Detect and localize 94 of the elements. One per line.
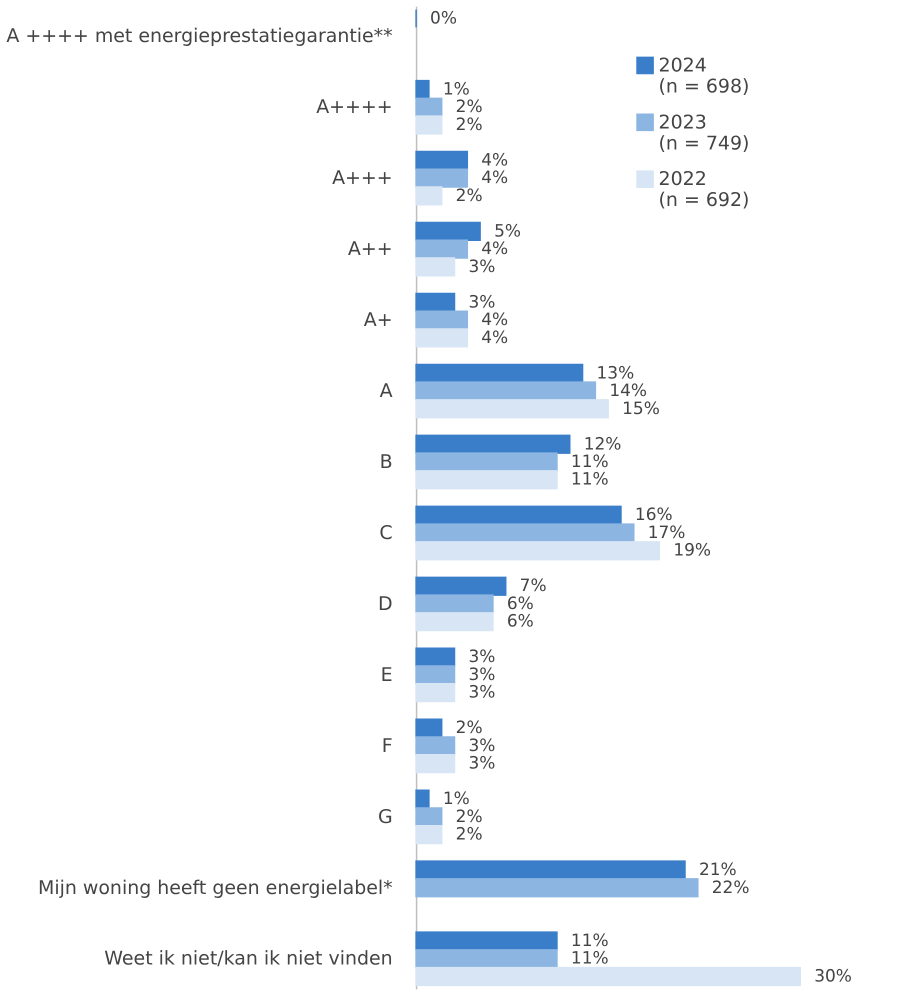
data-label: 12% <box>584 433 622 454</box>
bar <box>415 115 442 135</box>
bar <box>415 612 494 632</box>
legend-label: 2022 (n = 692) <box>658 168 750 212</box>
y-tick-label: A <box>380 380 393 402</box>
bar <box>415 168 468 188</box>
data-label: 4% <box>481 309 508 330</box>
data-label: 2% <box>456 184 483 205</box>
bar <box>415 860 686 880</box>
bar <box>415 222 481 242</box>
bar <box>415 807 442 826</box>
bar <box>415 966 801 986</box>
bar <box>415 452 558 472</box>
data-label: 11% <box>570 948 609 968</box>
data-label: 13% <box>596 362 634 382</box>
bar <box>415 648 456 667</box>
data-label: 3% <box>468 291 496 312</box>
data-label: 3% <box>468 734 496 755</box>
y-tick-label: C <box>379 522 393 544</box>
bar <box>415 665 456 685</box>
data-label: 6% <box>506 610 534 631</box>
bar <box>415 98 442 117</box>
y-tick-label: B <box>380 451 393 474</box>
bar <box>415 576 506 596</box>
data-label: 16% <box>634 504 673 524</box>
bar <box>415 257 456 276</box>
y-tick-label: A ++++ met energieprestatiegarantie** <box>6 25 393 48</box>
data-label: 2% <box>456 114 483 134</box>
bar <box>415 292 456 312</box>
data-label: 1% <box>442 788 470 808</box>
data-label: 11% <box>570 468 609 489</box>
data-label: 4% <box>481 238 508 258</box>
bar <box>415 594 494 614</box>
data-label: 19% <box>673 540 712 560</box>
bar <box>415 878 699 898</box>
data-label: 5% <box>494 220 521 240</box>
data-label: 21% <box>698 859 737 880</box>
y-tick-label: A+ <box>364 309 393 332</box>
data-label: 4% <box>481 149 508 170</box>
bar <box>415 399 609 418</box>
data-label: 3% <box>468 664 496 684</box>
data-label: 6% <box>506 592 534 613</box>
data-label: 1% <box>442 78 470 98</box>
data-label: 2% <box>456 96 483 116</box>
data-label: 17% <box>648 522 686 542</box>
bar <box>415 240 468 259</box>
bar <box>415 718 442 738</box>
bar <box>415 150 468 170</box>
y-tick-label: G <box>378 806 393 828</box>
data-label: 3% <box>468 256 496 276</box>
bar <box>415 789 430 809</box>
data-label: 4% <box>481 167 508 188</box>
bar <box>415 186 442 206</box>
legend-label: 2024 (n = 698) <box>658 54 750 98</box>
bar <box>415 949 558 968</box>
data-label: 3% <box>468 646 496 666</box>
data-label: 3% <box>468 682 496 702</box>
data-label: 7% <box>520 575 547 596</box>
y-tick-label: Weet ik niet/kan ik niet vinden <box>104 948 393 970</box>
data-label: 2% <box>456 824 483 844</box>
bar <box>415 470 558 490</box>
data-label: 14% <box>609 380 648 400</box>
bar <box>415 736 456 756</box>
y-tick-label: A++ <box>348 238 393 260</box>
bar <box>415 381 596 401</box>
data-label: 0% <box>430 7 457 28</box>
y-tick-label: A++++ <box>316 96 393 118</box>
data-label: 15% <box>622 398 660 418</box>
bar <box>415 754 456 774</box>
bar <box>415 310 468 330</box>
bar <box>415 931 558 951</box>
data-label: 2% <box>456 717 483 738</box>
data-label: 22% <box>712 876 750 897</box>
y-tick-label: E <box>380 664 393 686</box>
bar <box>415 683 456 702</box>
data-label: 11% <box>570 451 609 472</box>
bar <box>415 364 584 383</box>
data-label: 30% <box>814 965 852 986</box>
bar <box>415 824 442 844</box>
data-label: 2% <box>456 806 483 826</box>
bar <box>415 523 635 543</box>
bar <box>415 328 468 348</box>
legend-label: 2023 (n = 749) <box>658 111 750 154</box>
y-tick-label: D <box>378 592 393 615</box>
data-label: 3% <box>468 752 496 773</box>
bar <box>415 80 430 100</box>
y-tick-label: A+++ <box>332 167 393 190</box>
data-label: 11% <box>570 930 609 950</box>
bar <box>415 434 570 454</box>
y-tick-label: Mijn woning heeft geen energielabel* <box>38 876 393 899</box>
y-tick-label: F <box>382 734 393 757</box>
data-label: 4% <box>481 326 508 347</box>
bar <box>415 541 660 560</box>
bar <box>415 506 622 525</box>
